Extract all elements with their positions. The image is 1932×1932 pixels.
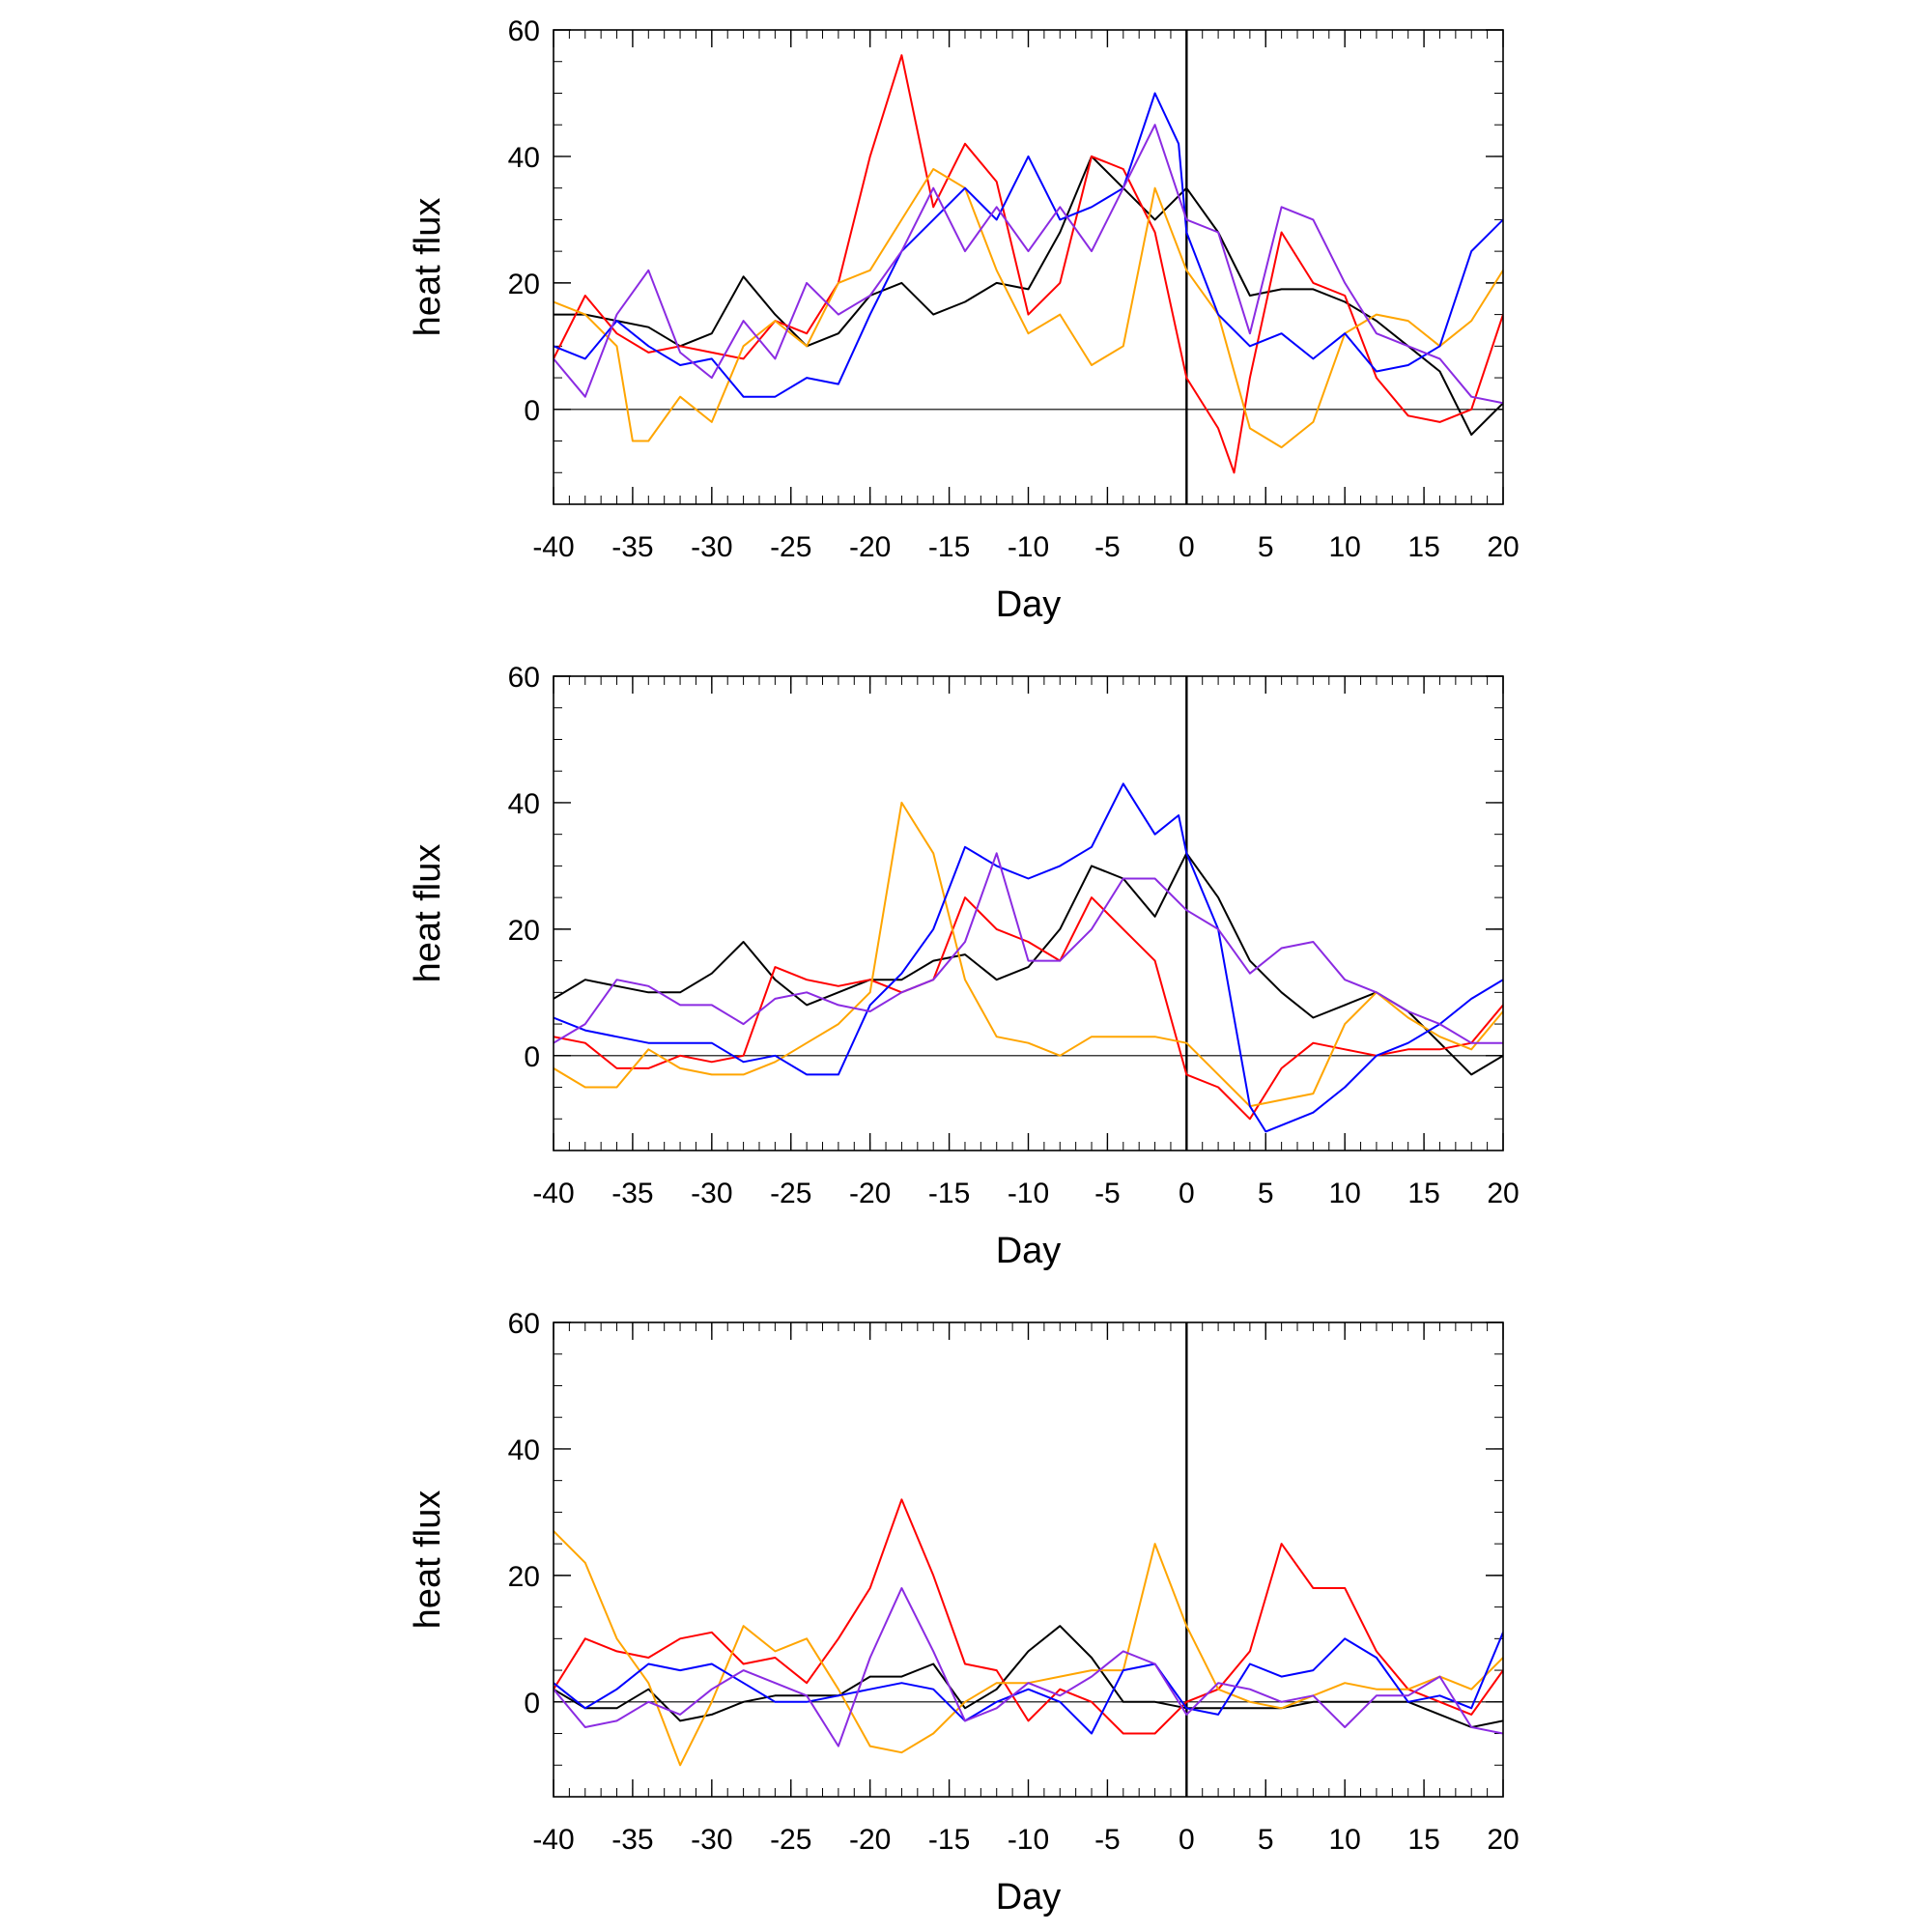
x-tick-label: -40: [532, 1178, 574, 1209]
x-tick-label: -35: [611, 531, 653, 563]
x-tick-label: -10: [1008, 531, 1049, 563]
plot-frame: [553, 675, 1504, 1151]
y-tick-label: 20: [508, 269, 540, 300]
x-tick-label: -35: [611, 1178, 653, 1209]
series-line-0: [554, 155, 1503, 436]
x-tick-label: 15: [1407, 1824, 1439, 1856]
x-tick-label: -40: [532, 531, 574, 563]
x-tick-label: 0: [1179, 531, 1195, 563]
y-tick-label: 0: [524, 395, 540, 427]
x-tick-label: -10: [1008, 1824, 1049, 1856]
y-tick-label: 0: [524, 1041, 540, 1073]
y-axis-label: heat flux: [408, 844, 448, 983]
y-tick-label: 40: [508, 1435, 540, 1466]
x-tick-label: -35: [611, 1824, 653, 1856]
y-tick-label: 60: [508, 15, 540, 47]
series-line-1: [554, 896, 1503, 1121]
series-line-4: [554, 852, 1503, 1044]
x-tick-label: 0: [1179, 1824, 1195, 1856]
x-tick-label: 0: [1179, 1178, 1195, 1209]
y-tick-label: 20: [508, 915, 540, 947]
x-tick-label: -25: [770, 531, 811, 563]
series-line-4: [554, 1587, 1503, 1747]
series-line-2: [554, 168, 1503, 449]
series-line-3: [554, 1632, 1503, 1735]
x-tick-label: -10: [1008, 1178, 1049, 1209]
y-tick-label: 20: [508, 1561, 540, 1593]
x-tick-label: -15: [928, 531, 970, 563]
x-tick-label: 15: [1407, 531, 1439, 563]
panel-top: -40 -35 -30 -25 -20 -15 -10 -5 0 5 10 15 20 0 20 40 60 Da…: [408, 15, 1520, 625]
x-tick-label: -20: [849, 531, 891, 563]
series-line-3: [554, 92, 1503, 398]
y-axis-label: heat flux: [408, 198, 448, 337]
x-tick-label: 20: [1487, 531, 1519, 563]
series-line-0: [554, 1625, 1503, 1728]
x-tick-label: -40: [532, 1824, 574, 1856]
y-tick-label: 40: [508, 788, 540, 820]
x-tick-label: 5: [1258, 531, 1274, 563]
x-tick-label: -25: [770, 1824, 811, 1856]
y-tick-label: 0: [524, 1688, 540, 1719]
x-tick-label: -20: [849, 1824, 891, 1856]
x-tick-label: -5: [1094, 1178, 1121, 1209]
panel-bottom: -40 -35 -30 -25 -20 -15 -10 -5 0 5 10 15 20 0 20 40 60 Da…: [408, 1308, 1520, 1918]
x-tick-label: -30: [691, 1178, 732, 1209]
series-line-1: [554, 54, 1503, 474]
x-tick-label: 10: [1328, 531, 1360, 563]
x-tick-label: 10: [1328, 1824, 1360, 1856]
x-tick-label: 5: [1258, 1178, 1274, 1209]
y-axis-label: heat flux: [408, 1491, 448, 1630]
y-tick-label: 60: [508, 662, 540, 694]
x-tick-label: 20: [1487, 1824, 1519, 1856]
x-tick-label: 15: [1407, 1178, 1439, 1209]
x-tick-label: 10: [1328, 1178, 1360, 1209]
x-tick-label: -25: [770, 1178, 811, 1209]
series-line-4: [554, 124, 1503, 405]
y-tick-label: 40: [508, 142, 540, 174]
series-line-1: [554, 1498, 1503, 1735]
x-axis-label: Day: [996, 584, 1062, 625]
series-line-2: [554, 801, 1503, 1108]
x-tick-label: -5: [1094, 531, 1121, 563]
series-line-3: [554, 782, 1503, 1133]
series-line-0: [554, 852, 1503, 1076]
x-tick-label: 5: [1258, 1824, 1274, 1856]
x-tick-label: -15: [928, 1178, 970, 1209]
x-tick-label: -30: [691, 531, 732, 563]
x-axis-label: Day: [996, 1877, 1062, 1918]
y-tick-label: 60: [508, 1308, 540, 1340]
plot-frame: [553, 29, 1504, 505]
x-tick-label: 20: [1487, 1178, 1519, 1209]
x-tick-label: -20: [849, 1178, 891, 1209]
x-tick-label: -15: [928, 1824, 970, 1856]
x-tick-label: -30: [691, 1824, 732, 1856]
panel-middle: -40 -35 -30 -25 -20 -15 -10 -5 0 5 10 15 20 0 20 40 60 Da…: [408, 662, 1520, 1271]
x-tick-label: -5: [1094, 1824, 1121, 1856]
plot-frame: [553, 1321, 1504, 1798]
x-axis-label: Day: [996, 1231, 1062, 1271]
